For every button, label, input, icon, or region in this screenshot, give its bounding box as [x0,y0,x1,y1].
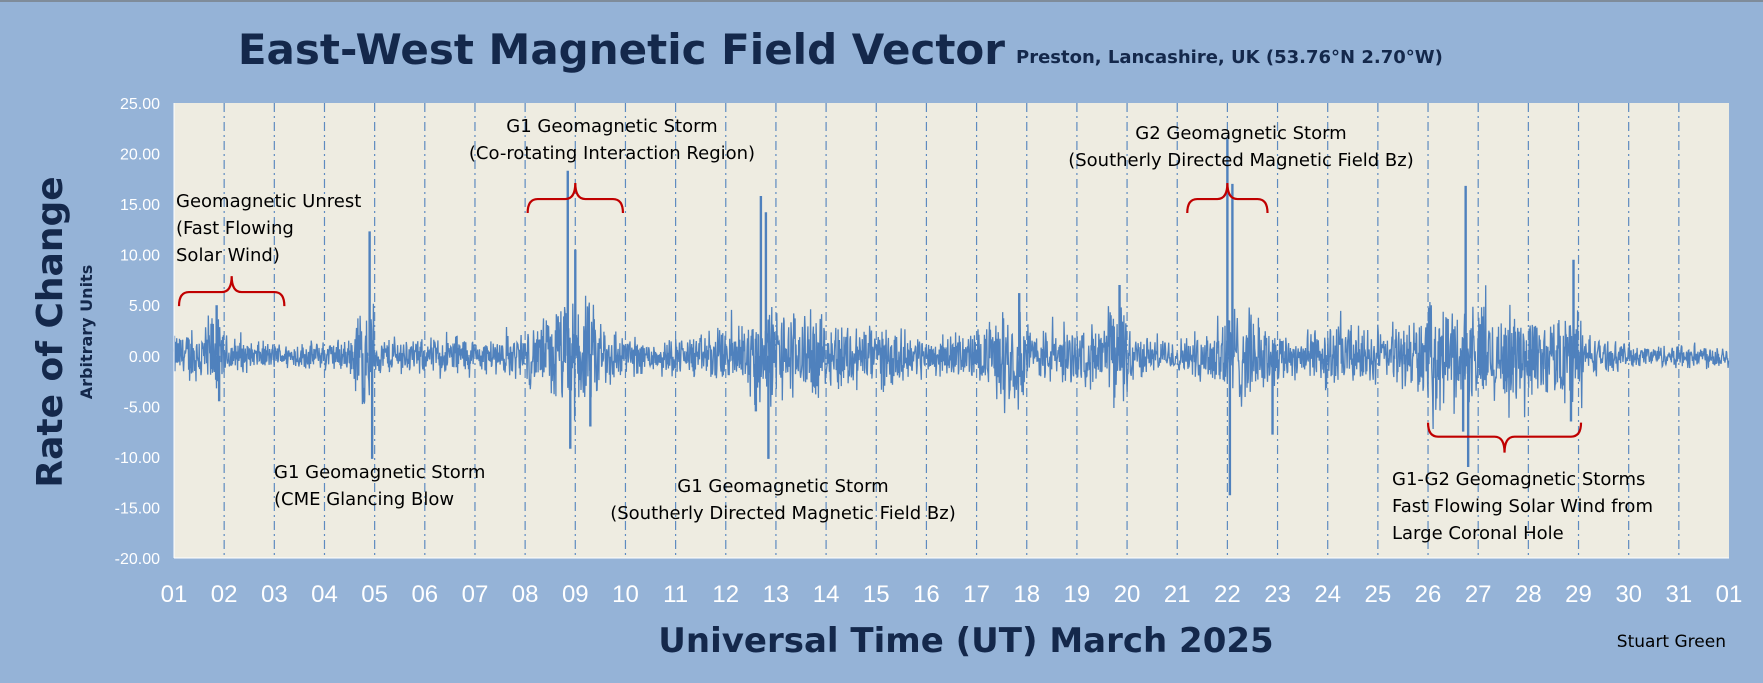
x-tick-label: 23 [1264,581,1291,608]
x-tick-label: 04 [311,581,338,608]
x-tick-label: 25 [1365,581,1392,608]
y-axis-label: Rate of Change [30,176,71,487]
y-tick-labels: 25.00 20.00 15.00 10.00 5.00 0.00 -5.00 -10.00 -… [115,96,160,568]
annotation-line: Fast Flowing Solar Wind from [1392,496,1653,517]
y-tick-label: -5.00 [124,399,161,416]
x-tick-label: 03 [261,581,288,608]
annotation-line: Geomagnetic Unrest [176,191,361,212]
y-tick-label: -10.00 [115,450,160,467]
y-tick-label: -15.00 [115,500,160,517]
x-tick-label: 05 [361,581,388,608]
x-tick-label: 10 [612,581,639,608]
annotation-line: (Fast Flowing [176,218,294,239]
annotation-line: (CME Glancing Blow [274,489,454,510]
y-axis-sublabel: Arbitrary Units [77,265,96,399]
x-tick-label: 08 [512,581,539,608]
annotation-line: G1-G2 Geomagnetic Storms [1392,469,1645,490]
annotation-line: G2 Geomagnetic Storm [1135,123,1346,144]
annotation-line: G1 Geomagnetic Storm [274,462,485,483]
x-tick-label: 06 [411,581,438,608]
x-tick-label: 27 [1465,581,1492,608]
annotation-line: Large Coronal Hole [1392,523,1564,544]
x-tick-label: 17 [963,581,990,608]
annotation-text: G1 Geomagnetic Storm (CME Glancing Blow [274,462,485,510]
y-tick-label: 10.00 [120,248,160,265]
x-tick-label: 12 [712,581,739,608]
y-tick-label: 5.00 [129,298,160,315]
chart-title: East-West Magnetic Field Vector [238,25,1005,74]
x-tick-label: 16 [913,581,940,608]
annotation-text: G1 Geomagnetic Storm (Co-rotating Interac… [469,116,755,164]
x-tick-label: 14 [813,581,840,608]
x-tick-label: 18 [1013,581,1040,608]
x-tick-label: 01 [161,581,188,608]
series-layer [173,285,1730,430]
annotation-bracket [177,276,286,307]
annotation-line: Solar Wind) [176,245,280,266]
annotation-text: Geomagnetic Unrest (Fast Flowing Solar Win… [176,191,361,266]
x-tick-label: 09 [562,581,589,608]
y-tick-label: 20.00 [120,147,160,164]
annotation-line: (Co-rotating Interaction Region) [469,143,755,164]
x-tick-label: 07 [462,581,489,608]
y-tick-label: 0.00 [129,349,160,366]
y-tick-label: 15.00 [120,197,160,214]
x-tick-label: 22 [1214,581,1241,608]
peak-layer [215,138,1575,496]
annotation-bracket [526,183,625,214]
series-trace [173,285,1730,430]
annotation-line: (Southerly Directed Magnetic Field Bz) [610,503,956,524]
x-tick-label: 20 [1114,581,1141,608]
annotation-layer: Geomagnetic Unrest (Fast Flowing Solar Win… [176,116,1653,544]
x-tick-label: 19 [1064,581,1091,608]
y-tick-label: -20.00 [115,551,160,568]
x-tick-label: 21 [1164,581,1191,608]
annotation-text: G1 Geomagnetic Storm (Southerly Directed … [610,476,956,524]
x-tick-label: 28 [1515,581,1542,608]
annotation-line: (Southerly Directed Magnetic Field Bz) [1068,150,1414,171]
annotation-text: G2 Geomagnetic Storm (Southerly Directed … [1068,123,1414,171]
x-tick-label: 29 [1565,581,1592,608]
annotation-line: G1 Geomagnetic Storm [677,476,888,497]
x-tick-label: 01 [1716,581,1743,608]
x-tick-label: 26 [1415,581,1442,608]
x-tick-label: 24 [1314,581,1341,608]
annotation-text: G1-G2 Geomagnetic Storms Fast Flowing Sol… [1392,469,1653,544]
x-tick-label: 31 [1665,581,1692,608]
x-tick-label: 02 [211,581,238,608]
annotation-bracket [1186,183,1269,214]
x-tick-label: 13 [763,581,790,608]
y-tick-label: 25.00 [120,96,160,113]
annotation-line: G1 Geomagnetic Storm [506,116,717,137]
x-axis-label: Universal Time (UT) March 2025 [658,621,1273,661]
x-tick-label: 11 [663,581,688,608]
x-tick-labels: 01 02 03 04 05 06 07 08 09 10 11 12 13 14 15 16 17 18 19 20… [161,581,1743,608]
chart-subtitle: Preston, Lancashire, UK (53.76°N 2.70°W) [1016,47,1443,68]
x-tick-label: 15 [863,581,890,608]
x-tick-label: 30 [1615,581,1642,608]
author-credit: Stuart Green [1617,632,1726,652]
